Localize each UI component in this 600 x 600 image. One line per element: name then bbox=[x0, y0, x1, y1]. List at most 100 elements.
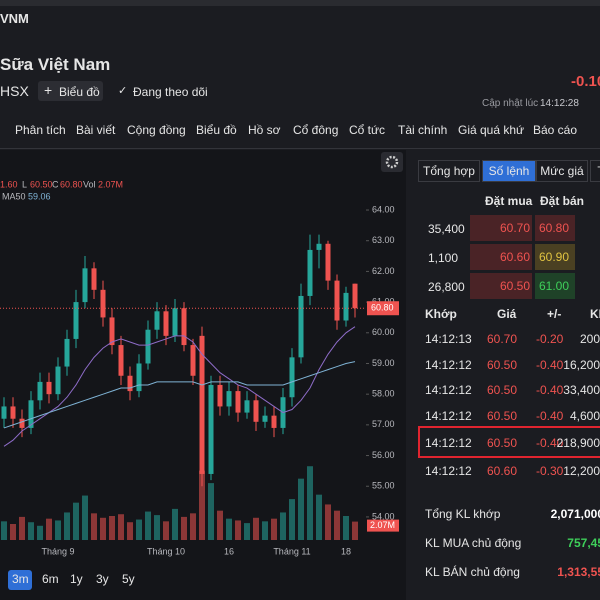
panel-tab[interactable]: T bbox=[590, 160, 600, 182]
trade-price: 60.60 bbox=[487, 463, 518, 478]
candle-body bbox=[217, 384, 223, 407]
trade-volume: 12,200 bbox=[563, 463, 600, 478]
x-tick-label: 18 bbox=[341, 546, 351, 556]
trade-volume: 33,400 bbox=[563, 383, 600, 397]
book-header: Đặt bán bbox=[540, 194, 585, 208]
bid-volume: 35,400 bbox=[428, 222, 465, 236]
trade-price: 60.50 bbox=[487, 436, 518, 450]
candle-body bbox=[343, 292, 349, 321]
settings-icon[interactable] bbox=[381, 152, 403, 172]
trade-time: 14:12:12 bbox=[425, 463, 472, 478]
x-tick-label: Tháng 9 bbox=[41, 546, 74, 556]
menu-item[interactable]: Cổ tức bbox=[349, 123, 386, 137]
trade-price: 60.50 bbox=[487, 357, 518, 372]
menu-item[interactable]: Hồ sơ bbox=[248, 123, 281, 137]
legend-text: 2.07M bbox=[98, 179, 123, 189]
volume-bar bbox=[100, 517, 106, 540]
legend-text: 60.80 bbox=[60, 179, 83, 189]
trade-volume: 4,600 bbox=[569, 408, 600, 423]
volume-bar bbox=[145, 511, 151, 540]
trade-price: 60.50 bbox=[487, 383, 518, 397]
menu-item[interactable]: Tài chính bbox=[398, 123, 448, 137]
volume-bar bbox=[226, 518, 232, 540]
volume-bar bbox=[262, 521, 268, 540]
menu-item[interactable]: Báo cáo bbox=[533, 123, 578, 137]
candle-body bbox=[154, 311, 160, 330]
trade-change: -0.40 bbox=[536, 357, 564, 372]
menu-item[interactable]: Phân tích bbox=[15, 123, 66, 137]
trade-time: 14:12:13 bbox=[425, 332, 472, 346]
menu-item[interactable]: Cộng đồng bbox=[127, 123, 186, 137]
candle-body bbox=[199, 335, 205, 474]
period-button[interactable]: 6m bbox=[42, 572, 59, 586]
volume-bar bbox=[28, 522, 34, 540]
trade-time: 14:12:12 bbox=[425, 436, 472, 450]
y-tick-label: 55.00 bbox=[372, 481, 395, 491]
trade-change: -0.40 bbox=[536, 436, 564, 450]
symbol: VNM bbox=[0, 11, 29, 26]
volume-bar bbox=[19, 516, 25, 540]
menu-item[interactable]: Biểu đồ bbox=[196, 123, 237, 137]
candle-body bbox=[289, 357, 295, 398]
menu-item[interactable]: Giá quá khứ bbox=[458, 123, 525, 137]
menu-item[interactable]: Bài viết bbox=[76, 123, 116, 137]
period-active-bg bbox=[8, 570, 32, 590]
chart-button[interactable]: + Biểu đồ bbox=[38, 81, 103, 101]
y-tick-label: 59.00 bbox=[372, 358, 395, 368]
bid-price: 60.50 bbox=[470, 273, 532, 299]
volume-bar bbox=[172, 508, 178, 540]
volume-label: 2.07M bbox=[370, 520, 395, 530]
trade-header: KL bbox=[590, 307, 600, 321]
volume-bar bbox=[352, 521, 358, 540]
book-header: Đặt mua bbox=[485, 194, 533, 208]
volume-bar bbox=[154, 515, 160, 540]
trade-header: +/- bbox=[547, 307, 562, 321]
candle-body bbox=[325, 243, 331, 281]
legend-text: C bbox=[52, 179, 59, 189]
summary-label: KL MUA chủ động bbox=[425, 536, 522, 550]
candle-body bbox=[298, 295, 304, 358]
volume-bar bbox=[37, 525, 43, 540]
candle-body bbox=[136, 363, 142, 392]
x-tick-label: Tháng 11 bbox=[273, 546, 310, 556]
candle-body bbox=[163, 311, 169, 336]
period-button[interactable]: 5y bbox=[122, 572, 135, 586]
bid-price: 60.60 bbox=[470, 244, 532, 270]
y-tick-label: 64.00 bbox=[372, 204, 395, 214]
trade-change: -0.40 bbox=[536, 408, 564, 423]
legend-text: 60.50 bbox=[30, 179, 53, 189]
candle-body bbox=[244, 400, 250, 413]
volume-bar bbox=[199, 470, 205, 540]
volume-bar bbox=[343, 516, 349, 540]
trade-time: 14:12:12 bbox=[425, 357, 472, 372]
summary-value: 2,071,000 bbox=[550, 507, 600, 521]
candle-body bbox=[271, 415, 277, 428]
volume-bar bbox=[46, 518, 52, 540]
price-change: -0.10 bbox=[571, 73, 600, 90]
volume-bar bbox=[127, 522, 133, 540]
follow-button[interactable]: Đang theo dõi bbox=[133, 85, 208, 99]
panel-tab[interactable]: Số lệnh bbox=[482, 160, 536, 182]
trade-time: 14:12:12 bbox=[425, 408, 472, 423]
period-button[interactable]: 3m bbox=[12, 572, 29, 586]
volume-bar bbox=[136, 519, 142, 540]
panel-tab[interactable]: Mức giá bbox=[536, 160, 588, 182]
candle-body bbox=[19, 418, 25, 428]
panel-tab[interactable]: Tổng hợp bbox=[418, 160, 480, 182]
last-price-tag bbox=[367, 301, 399, 316]
trade-price: 60.50 bbox=[487, 408, 518, 423]
candle-body bbox=[334, 280, 340, 321]
y-tick-label: 56.00 bbox=[372, 450, 395, 460]
trade-change: -0.40 bbox=[536, 383, 564, 397]
exchange: HSX bbox=[0, 83, 29, 99]
period-button[interactable]: 3y bbox=[96, 572, 109, 586]
moving-average-line bbox=[3, 326, 356, 447]
volume-bar bbox=[1, 521, 7, 540]
period-button[interactable]: 1y bbox=[70, 572, 83, 586]
volume-bar bbox=[307, 466, 313, 540]
menu-item[interactable]: Cổ đông bbox=[293, 123, 339, 137]
summary-value: 1,313,55 bbox=[557, 565, 600, 579]
volume-bar bbox=[325, 504, 331, 540]
trade-volume: 218,900 bbox=[556, 436, 600, 450]
